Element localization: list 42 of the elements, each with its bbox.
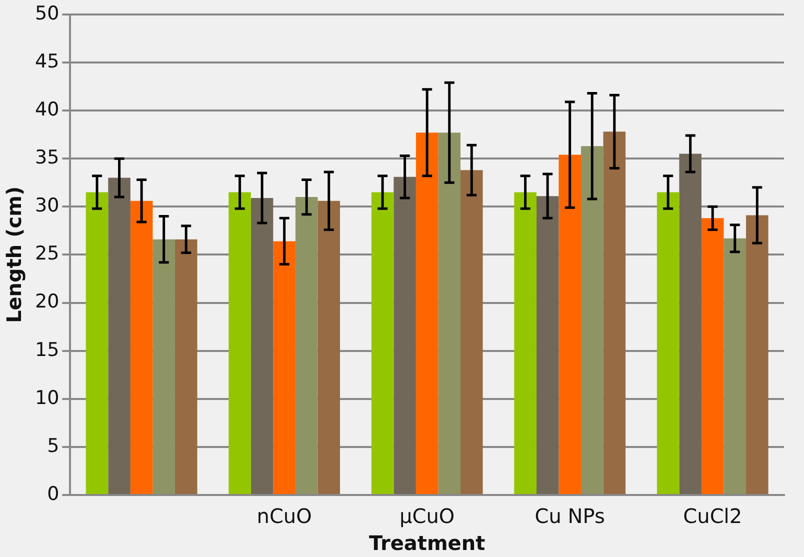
bar (86, 192, 108, 494)
bar (416, 132, 438, 494)
bar (394, 176, 416, 494)
bar (679, 154, 702, 494)
y-tick-label: 0 (47, 482, 60, 505)
bar (152, 239, 175, 494)
y-tick-label: 35 (34, 146, 60, 169)
bar (130, 200, 153, 494)
y-tick-label: 5 (47, 434, 60, 457)
bar (656, 192, 680, 494)
x-tick-label: nCuO (256, 504, 312, 528)
bar (438, 132, 460, 494)
bar (371, 192, 394, 494)
y-tick-label: 20 (34, 290, 60, 313)
bar (558, 154, 581, 494)
bar (536, 196, 559, 494)
x-tick-label: Cu NPs (534, 504, 605, 528)
bar (580, 146, 604, 494)
x-tick-label: µCuO (400, 504, 455, 528)
bar (295, 197, 318, 494)
bar (460, 170, 483, 494)
y-tick-label: 10 (34, 386, 60, 409)
y-tick-label: 25 (34, 242, 60, 265)
bar (701, 218, 724, 494)
bar (746, 215, 768, 494)
y-tick-label: 45 (34, 50, 60, 72)
bar (318, 200, 340, 494)
bar (514, 192, 536, 494)
bar (273, 241, 296, 494)
y-tick-label: 15 (34, 338, 60, 361)
bar (108, 178, 130, 494)
bar (174, 239, 198, 494)
y-axis-title: Length (cm) (2, 186, 26, 324)
bar (724, 238, 746, 494)
y-tick-label: 50 (34, 2, 60, 24)
bar (250, 198, 274, 494)
x-tick-label: CuCl2 (683, 504, 742, 528)
y-tick-label: 40 (34, 98, 60, 120)
x-axis-title: Treatment (369, 531, 486, 556)
y-tick-label: 30 (34, 194, 60, 217)
bar (228, 192, 251, 494)
bar (603, 132, 626, 494)
